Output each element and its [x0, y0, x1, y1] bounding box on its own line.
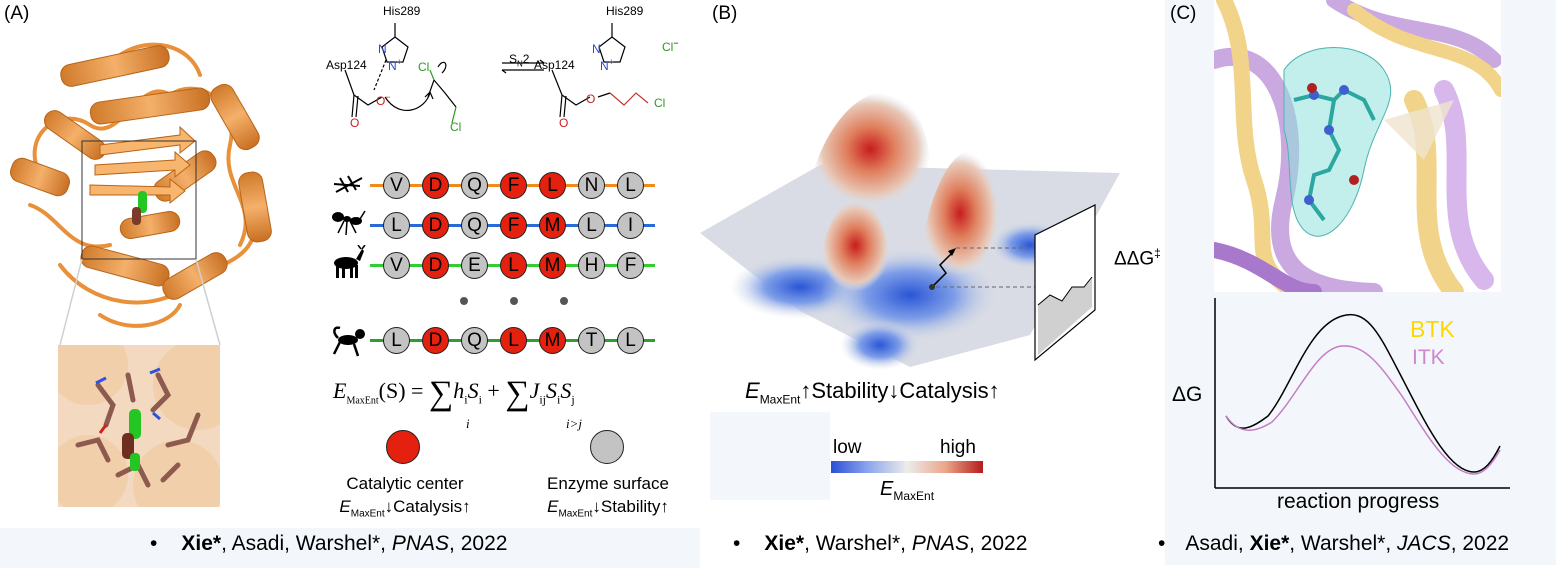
residue-circle: F	[500, 172, 527, 199]
panel-b-label: (B)	[712, 3, 738, 24]
residue-circle: E	[461, 252, 488, 279]
protein-structure-image	[10, 42, 272, 345]
btk-curve	[1225, 313, 1501, 473]
sn2-label: SN2	[509, 52, 530, 69]
his289-label-product: His289	[606, 4, 644, 18]
colorbar-high-label: high	[940, 437, 976, 458]
atom-n-plus-reactant: N+	[388, 57, 402, 73]
enzyme-surface-title: Enzyme surface	[547, 474, 669, 493]
residue-circle: T	[578, 327, 605, 354]
residue-circle: Q	[461, 212, 488, 239]
residue-circle: Q	[461, 327, 488, 354]
catalytic-center-legend-marker	[386, 430, 420, 464]
residue-circle: M	[539, 252, 566, 279]
colorbar-low-label: low	[833, 437, 862, 458]
atom-cl-1: Cl	[418, 60, 430, 74]
panel-c-label: (C)	[1170, 3, 1197, 24]
atom-n-reactant: N	[378, 42, 387, 56]
catalytic-center-effect: EMaxEnt↓Catalysis↑	[339, 497, 471, 520]
insect-icon	[333, 175, 363, 193]
residue-circle: L	[383, 327, 410, 354]
alignment-ellipsis	[460, 297, 580, 307]
atom-nh-product: N+	[600, 57, 614, 73]
maxent-equation: EMaxEnt(S) = ∑hiSi + ∑JijSiSj	[333, 375, 575, 412]
active-site-zoom-image	[58, 345, 220, 507]
residue-circle: D	[422, 212, 449, 239]
btk-legend: BTK	[1410, 316, 1455, 342]
reaction-scheme-bonds	[344, 23, 649, 124]
his289-label-reactant: His289	[383, 4, 421, 18]
residue-circle: L	[500, 327, 527, 354]
atom-cl-3: Cl	[654, 96, 666, 110]
residue-circle: I	[617, 212, 644, 239]
panel-b-caption: EMaxEnt↑Stability↓Catalysis↑	[745, 378, 1000, 407]
enzyme-surface-effect: EMaxEnt↓Stability↑	[547, 497, 669, 520]
residue-circle: D	[422, 252, 449, 279]
chloride-ion: Cl−	[662, 38, 679, 54]
residue-circle: L	[500, 252, 527, 279]
residue-circle: L	[617, 327, 644, 354]
colorbar	[831, 461, 983, 473]
kinase-binding-pocket-image	[1214, 0, 1501, 292]
residue-circle: L	[617, 172, 644, 199]
residue-circle: F	[617, 252, 644, 279]
atom-n-product: N	[592, 42, 601, 56]
enzyme-surface-legend-marker	[590, 430, 624, 464]
reaction-energy-profile-chart	[1214, 298, 1510, 489]
itk-legend: ITK	[1412, 346, 1445, 369]
residue-circle: D	[422, 172, 449, 199]
residue-circle: M	[539, 212, 566, 239]
ddg-barrier-label: ΔΔG‡	[1114, 246, 1161, 270]
colorbar-title: EMaxEnt	[880, 478, 935, 503]
ref-background-b	[710, 412, 830, 500]
asp124-label-product: Asp124	[534, 58, 575, 72]
energy-landscape-surface	[700, 92, 1120, 370]
monkey-icon	[332, 326, 365, 357]
itk-curve	[1225, 345, 1501, 475]
residue-circle: L	[383, 212, 410, 239]
atom-cl-2-visible: Cl	[450, 120, 462, 134]
residue-circle: V	[383, 172, 410, 199]
atom-o-product: O	[586, 92, 596, 106]
panel-a-label: (A)	[4, 3, 30, 24]
deer-icon	[334, 245, 366, 278]
reaction-progress-axis-label: reaction progress	[1277, 490, 1440, 513]
residue-circle: M	[539, 327, 566, 354]
residue-circle: F	[500, 212, 527, 239]
residue-circle: N	[578, 172, 605, 199]
sum-index-ij: i>j	[566, 416, 582, 431]
catalytic-center-title: Catalytic center	[346, 474, 464, 493]
residue-circle: D	[422, 327, 449, 354]
asp124-label-reactant: Asp124	[326, 58, 367, 72]
atom-o-minus-reactant: O−	[376, 92, 391, 108]
atom-o-product-2: O	[559, 116, 569, 130]
residue-circle: Q	[461, 172, 488, 199]
reference-a: • Xie*, Asadi, Warshel*, PNAS, 2022	[150, 532, 508, 555]
sum-index-i: i	[466, 416, 470, 431]
ant-icon	[332, 210, 366, 236]
residue-circle: V	[383, 252, 410, 279]
atom-o-reactant: O	[350, 116, 360, 130]
residue-circle: L	[578, 212, 605, 239]
delta-g-axis-label: ΔG	[1172, 383, 1203, 406]
reference-b: • Xie*, Warshel*, PNAS, 2022	[733, 532, 1028, 555]
residue-circle: L	[539, 172, 566, 199]
residue-circle: H	[578, 252, 605, 279]
reference-c: • Asadi, Xie*, Warshel*, JACS, 2022	[1158, 532, 1510, 555]
ref-background-a	[0, 528, 700, 568]
